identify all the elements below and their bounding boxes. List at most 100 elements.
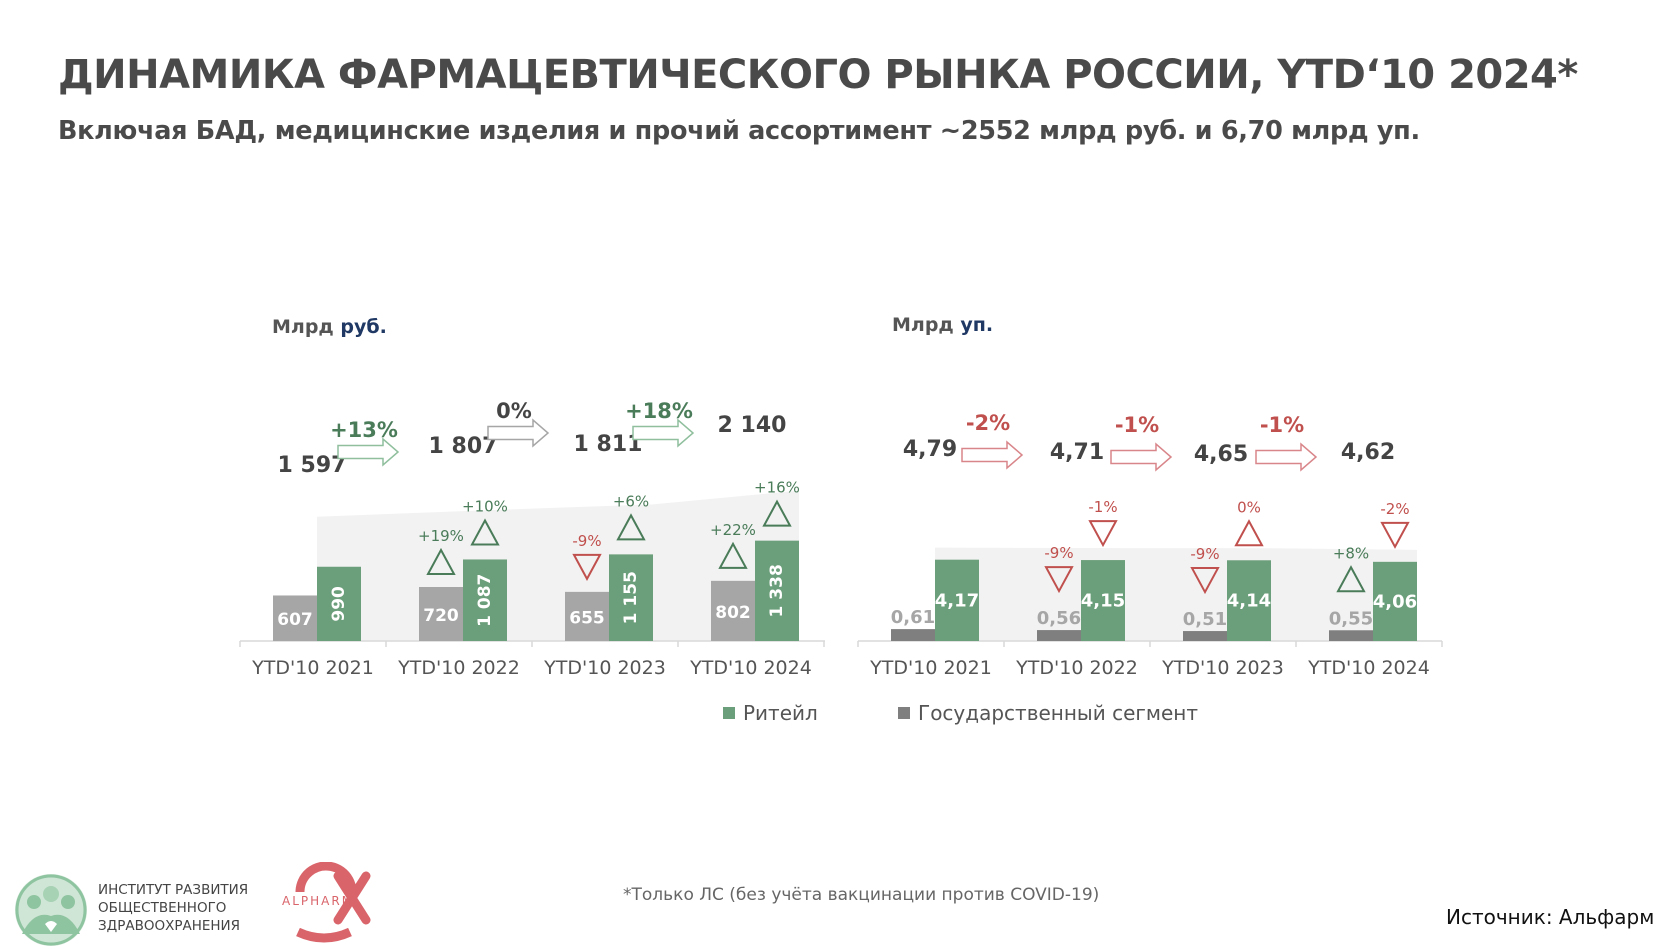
chart-rub-state-value: 655 [569, 608, 605, 628]
chart-pack-category-label: YTD'10 2021 [869, 657, 992, 679]
chart-rub-retail-up-triangle-icon [616, 513, 646, 541]
chart-rub-retail-bar [755, 540, 799, 641]
chart-rub-state-up-triangle-icon [426, 547, 456, 575]
chart-rub-retail-value: 1 155 [621, 571, 641, 624]
footnote: *Только ЛС (без учёта вакцинации против … [623, 885, 1100, 905]
chart-pack-retail-bar [1081, 560, 1125, 641]
chart-rub-unit-label: Млрд руб. [272, 316, 387, 338]
chart-rub-category-label: YTD'10 2022 [397, 657, 520, 679]
chart-rub-category-label: YTD'10 2021 [251, 657, 374, 679]
chart-pack-state-change: +8% [1333, 544, 1369, 562]
alpharm-logo-text: ALPHARM [282, 894, 355, 908]
legend-state: Государственный сегмент [898, 701, 1198, 725]
chart-pack-unit-label: Млрд уп. [892, 314, 993, 336]
chart-pack-total-value: 4,79 [903, 437, 957, 462]
chart-rub-total-change: 0% [496, 399, 532, 423]
chart-pack-total-change: -1% [1115, 413, 1159, 437]
chart-rub-total-change: +18% [625, 399, 693, 423]
legend-retail-label: Ритейл [743, 701, 818, 725]
page-title: ДИНАМИКА ФАРМАЦЕВТИЧЕСКОГО РЫНКА РОССИИ,… [58, 52, 1578, 98]
chart-pack-category-label: YTD'10 2022 [1015, 657, 1138, 679]
chart-pack-growth-arrow-icon [1255, 442, 1318, 472]
chart-rub-retail-up-triangle-icon [470, 518, 500, 546]
irz-logo-line1: ИНСТИТУТ РАЗВИТИЯ [98, 882, 249, 898]
irz-logo-text: ИНСТИТУТ РАЗВИТИЯ ОБЩЕСТВЕННОГО ЗДРАВООХ… [98, 881, 248, 935]
chart-rub-retail-up-triangle-icon [762, 499, 792, 527]
chart-rub-retail-value: 1 087 [475, 574, 495, 627]
chart-pack-state-bar [1183, 631, 1227, 641]
chart-pack-category-label: YTD'10 2023 [1161, 657, 1284, 679]
chart-pack-retail-up-triangle-icon [1234, 519, 1264, 547]
chart-rub-total-change: +13% [330, 418, 398, 442]
chart-pack-total-value: 4,62 [1341, 440, 1395, 465]
chart-rub-growth-arrow-icon [487, 418, 550, 448]
chart-pack-state-change: -9% [1044, 544, 1073, 562]
source-note: Источник: Альфарм [1446, 905, 1655, 929]
alpharm-logo-icon [295, 862, 371, 943]
chart-pack-retail-value: 4,14 [1227, 591, 1271, 612]
chart-rub-state-change: -9% [572, 532, 601, 550]
chart-rub-state-value: 802 [715, 603, 751, 623]
irz-logo-line2: ОБЩЕСТВЕННОГО [98, 900, 227, 916]
chart-rub-state-bar [711, 580, 755, 641]
chart-pack-trend-area [935, 547, 1417, 641]
chart-pack-state-value: 0,55 [1329, 608, 1373, 629]
chart-rub-category-label: YTD'10 2023 [543, 657, 666, 679]
chart-rub-category-label: YTD'10 2024 [689, 657, 812, 679]
chart-pack-retail-change: 0% [1237, 498, 1261, 516]
chart-pack-growth-arrow-icon [1110, 442, 1173, 472]
chart-rub-growth-arrow-icon [337, 437, 400, 467]
chart-rub-unit-accent: руб. [340, 316, 387, 338]
chart-pack-state-change: -9% [1190, 545, 1219, 563]
chart-pack-retail-down-triangle-icon [1380, 521, 1410, 549]
chart-pack-total-change: -1% [1260, 413, 1304, 437]
chart-rub-retail-value: 990 [329, 586, 349, 622]
chart-rub-total-value: 1 811 [574, 432, 643, 457]
chart-pack-category-label: YTD'10 2024 [1307, 657, 1430, 679]
chart-rub-unit-prefix: Млрд [272, 316, 334, 338]
legend-retail-swatch [723, 707, 735, 719]
legend-retail: Ритейл [723, 701, 818, 725]
chart-rub-state-down-triangle-icon [572, 553, 602, 581]
chart-pack-total-value: 4,65 [1194, 442, 1248, 467]
legend-state-label: Государственный сегмент [918, 701, 1199, 725]
chart-rub-state-change: +19% [418, 527, 464, 545]
chart-pack-state-bar [1329, 630, 1373, 641]
chart-rub-retail-bar [609, 554, 653, 641]
chart-rub-retail-change: +6% [613, 492, 649, 510]
chart-pack-retail-change: -2% [1380, 500, 1409, 518]
chart-rub-retail-bar [463, 559, 507, 641]
chart-pack-retail-value: 4,06 [1373, 591, 1417, 612]
chart-rub-total-value: 1 807 [429, 434, 498, 459]
chart-pack-retail-down-triangle-icon [1088, 520, 1118, 548]
chart-rub-retail-bar [317, 566, 361, 641]
chart-rub-state-bar [565, 591, 609, 641]
chart-pack-unit-accent: уп. [960, 314, 994, 336]
chart-rub-state-up-triangle-icon [718, 541, 748, 569]
chart-rub-state-value: 607 [277, 610, 313, 630]
chart-pack-state-down-triangle-icon [1044, 566, 1074, 594]
chart-rub-state-change: +22% [710, 521, 756, 539]
irz-logo-icon [15, 874, 87, 946]
legend-state-swatch [898, 707, 910, 719]
chart-pack-state-value: 0,56 [1037, 608, 1081, 629]
chart-pack-total-change: -2% [966, 411, 1010, 435]
chart-rub-state-value: 720 [423, 606, 459, 626]
chart-pack-state-value: 0,51 [1183, 609, 1227, 630]
chart-rub-growth-arrow-icon [632, 418, 695, 448]
chart-rub-total-value: 2 140 [718, 413, 787, 438]
chart-pack-state-value: 0,61 [891, 607, 935, 628]
chart-pack-retail-bar [935, 559, 979, 641]
chart-pack-unit-prefix: Млрд [892, 314, 954, 336]
chart-pack-state-bar [1037, 630, 1081, 641]
chart-pack-retail-change: -1% [1088, 498, 1117, 516]
chart-pack-retail-bar [1227, 560, 1271, 641]
chart-rub-total-value: 1 597 [278, 453, 347, 478]
chart-rub-retail-change: +16% [754, 479, 800, 497]
chart-rub-state-bar [273, 595, 317, 641]
page-subtitle: Включая БАД, медицинские изделия и прочи… [58, 116, 1420, 146]
chart-pack-state-down-triangle-icon [1190, 567, 1220, 595]
chart-rub-retail-change: +10% [462, 497, 508, 515]
chart-pack-total-value: 4,71 [1050, 440, 1104, 465]
